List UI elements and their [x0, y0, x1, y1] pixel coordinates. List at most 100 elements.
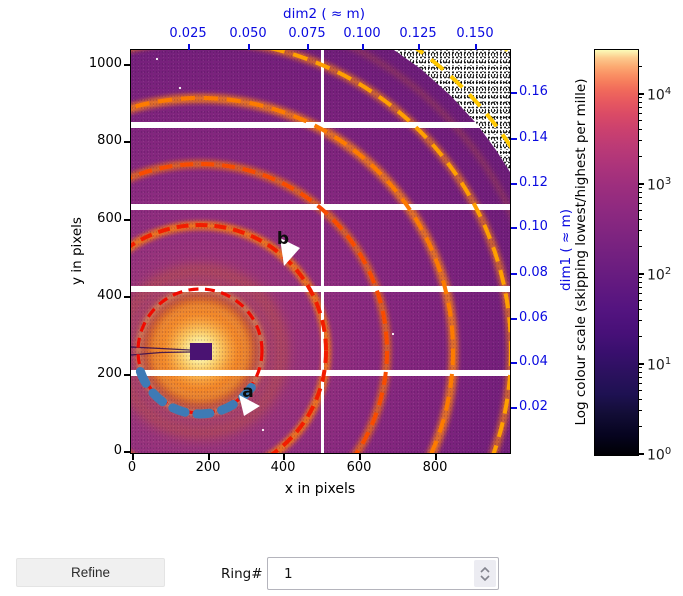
x-axis-tick-mark [283, 454, 285, 460]
y-axis-tick-label: 600 [97, 211, 122, 226]
top-axis-tick-mark [307, 44, 309, 50]
colorbar-minor-tick [639, 335, 642, 337]
mask-vline [320, 50, 324, 453]
ring-number-input[interactable]: 1 [284, 565, 293, 582]
beamstop-arm-layer [131, 346, 191, 356]
ring-number-label: Ring# [221, 566, 263, 582]
dim1-axis-tick-label: 0.08 [519, 265, 548, 280]
hot-pixel [178, 86, 182, 90]
spin-buttons [474, 560, 496, 587]
spin-down-icon[interactable] [480, 574, 490, 581]
y-axis-tick-label: 400 [97, 288, 122, 303]
colorbar-tick-mark [639, 273, 644, 275]
colorbar-minor-tick [639, 128, 642, 130]
ring-marker-label: b [277, 229, 289, 249]
top-axis-tick-label: 0.100 [343, 26, 381, 41]
dim1-axis-tick-label: 0.16 [519, 84, 548, 99]
x-axis-tick-label: 800 [422, 460, 448, 475]
dim1-axis-tick-label: 0.04 [519, 354, 548, 369]
y-axis-tick-label: 1000 [88, 56, 122, 71]
control-points-arc [135, 367, 257, 419]
x-axis-tick-mark [435, 454, 437, 460]
colorbar-minor-tick [639, 140, 642, 142]
ring-marker-label: a [242, 382, 253, 402]
colorbar-tick-label: 104 [647, 86, 672, 104]
colorbar-minor-tick [639, 65, 642, 67]
colorbar-minor-tick [639, 390, 642, 392]
dim1-axis-tick-label: 0.10 [519, 219, 548, 234]
dim1-axis-tick-mark [511, 227, 517, 229]
hot-pixel [391, 332, 395, 336]
top-axis-tick-mark [362, 44, 364, 50]
y-axis-title: y in pixels [69, 217, 85, 285]
calibration-ring [131, 162, 389, 453]
beamstop [190, 343, 212, 360]
colorbar-minor-tick [639, 398, 642, 400]
beamstop-arm [131, 346, 191, 351]
colorbar-tick-mark [639, 93, 644, 95]
dim1-axis-tick-mark [511, 138, 517, 140]
top-axis-tick-label: 0.150 [456, 26, 494, 41]
colorbar-tick-mark [639, 183, 644, 185]
calibration-ring [131, 96, 455, 453]
colorbar-minor-tick [639, 191, 642, 193]
colorbar-minor-tick [639, 112, 642, 114]
dim1-axis-tick-label: 0.14 [519, 130, 548, 145]
colorbar-minor-tick [639, 120, 642, 122]
dim1-axis-title: dim1 ( ≈ m) [558, 209, 574, 291]
y-axis-tick-label: 0 [113, 443, 122, 458]
dim1-axis-tick-mark [511, 318, 517, 320]
ring-marker-triangle [239, 395, 260, 416]
top-axis-tick-label: 0.050 [229, 26, 267, 41]
colorbar-minor-tick [639, 218, 642, 220]
dim1-axis-tick-mark [511, 362, 517, 364]
y-axis-tick-mark [124, 374, 130, 376]
y-axis-tick-mark [124, 219, 130, 221]
x-axis-title: x in pixels [284, 481, 356, 497]
x-axis-tick-label: 400 [270, 460, 296, 475]
colorbar-minor-tick [639, 367, 642, 369]
colorbar-tick-mark [639, 453, 644, 455]
dim1-axis-tick-label: 0.06 [519, 310, 548, 325]
dim1-axis-tick-label: 0.12 [519, 175, 548, 190]
overlay-layer: ab [131, 50, 510, 453]
colorbar-tick-label: 102 [647, 266, 672, 284]
colorbar-minor-tick [639, 286, 642, 288]
colorbar-minor-tick [639, 425, 642, 427]
dim1-axis-tick-mark [511, 92, 517, 94]
colorbar-minor-tick [639, 230, 642, 232]
colorbar-minor-tick [639, 106, 642, 108]
x-axis-tick-mark [208, 454, 210, 460]
dim1-axis-tick-label: 0.02 [519, 399, 548, 414]
top-axis-tick-label: 0.025 [169, 26, 207, 41]
x-axis-tick-label: 200 [195, 460, 221, 475]
colorbar-label: Log colour scale (skipping lowest/highes… [573, 78, 589, 426]
colorbar-minor-tick [639, 382, 642, 384]
top-axis-tick-mark [248, 44, 250, 50]
colorbar-minor-tick [639, 320, 642, 322]
colorbar-minor-tick [639, 371, 642, 373]
colorbar-minor-tick [639, 101, 642, 103]
top-axis-tick-label: 0.075 [288, 26, 326, 41]
spin-up-icon[interactable] [480, 566, 490, 573]
y-axis-tick-label: 200 [97, 366, 122, 381]
x-axis-tick-label: 600 [346, 460, 372, 475]
top-axis-tick-mark [418, 44, 420, 50]
y-axis-tick-mark [124, 296, 130, 298]
y-axis-tick-label: 800 [97, 133, 122, 148]
colorbar-minor-tick [639, 308, 642, 310]
y-axis-tick-mark [124, 64, 130, 66]
y-axis-tick-mark [124, 451, 130, 453]
ring-number-spinbox[interactable]: 1 [267, 557, 499, 590]
calibration-ring [131, 223, 328, 453]
x-axis-tick-label: 0 [127, 460, 137, 475]
colorbar-minor-tick [639, 155, 642, 157]
colorbar-minor-tick [639, 187, 642, 189]
refine-button[interactable]: Refine [16, 558, 165, 587]
dim1-axis-tick-mark [511, 273, 517, 275]
dim1-axis-tick-mark [511, 183, 517, 185]
colorbar-minor-tick [639, 245, 642, 247]
x-axis-tick-mark [359, 454, 361, 460]
